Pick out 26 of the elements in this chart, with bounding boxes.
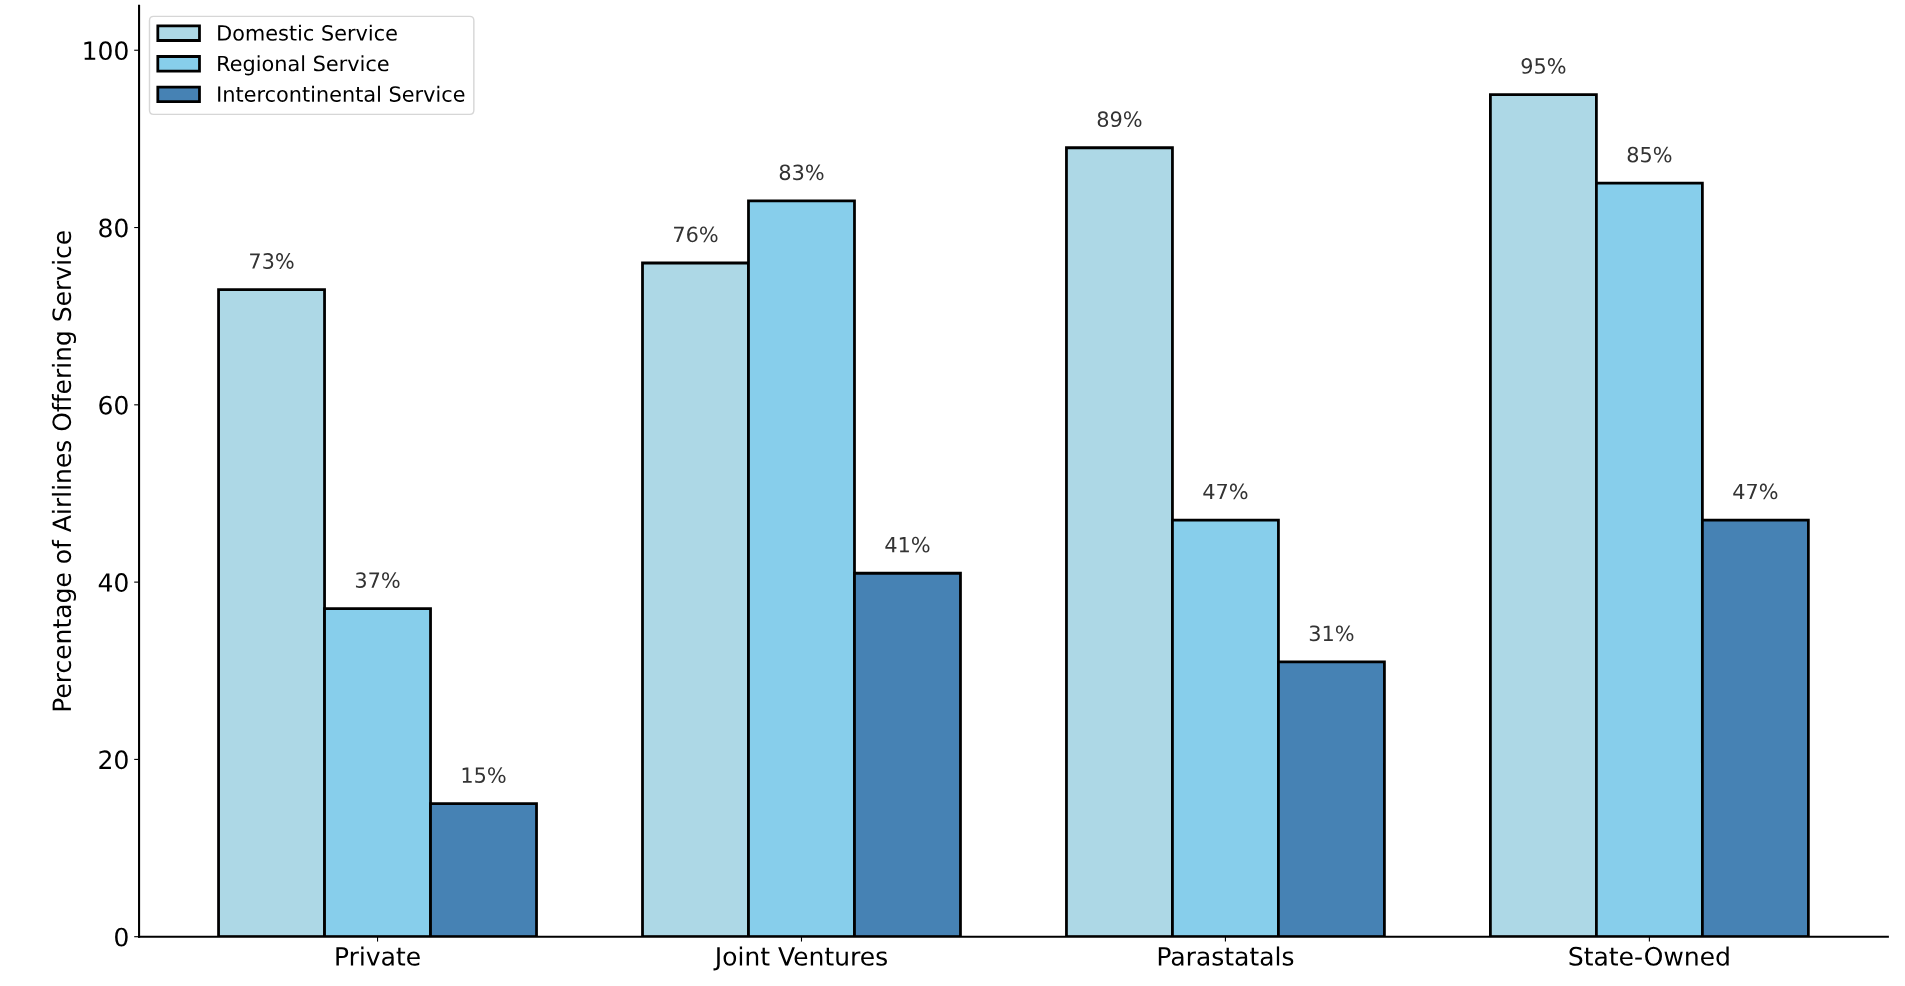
data-label: 73% bbox=[250, 253, 294, 269]
data-label: 15% bbox=[462, 767, 506, 784]
y-tick-label: 60 bbox=[99, 395, 128, 415]
x-tick-label: Private bbox=[336, 946, 420, 966]
y-tick-label: 0 bbox=[115, 927, 128, 947]
data-label: 47% bbox=[1203, 483, 1248, 500]
data-label: 83% bbox=[779, 164, 824, 181]
y-tick-label: 80 bbox=[99, 218, 128, 238]
data-label: 89% bbox=[1097, 111, 1142, 128]
legend-label: Regional Service bbox=[218, 55, 389, 76]
y-tick-label: 100 bbox=[84, 41, 128, 61]
y-tick-label: 40 bbox=[98, 573, 128, 592]
data-label: 47% bbox=[1733, 483, 1778, 500]
data-label: 37% bbox=[355, 572, 400, 589]
data-label: 95% bbox=[1521, 58, 1566, 74]
legend-label: Domestic Service bbox=[218, 24, 397, 41]
y-tick-label: 20 bbox=[99, 750, 128, 770]
data-label: 31% bbox=[1309, 625, 1354, 642]
x-tick-label: Parastatals bbox=[1158, 946, 1294, 966]
data-label: 76% bbox=[674, 226, 718, 243]
y-axis-title: Percentage of Airlines Offering Service bbox=[51, 231, 77, 711]
data-label: 85% bbox=[1627, 146, 1672, 163]
x-tick-label: State-Owned bbox=[1569, 946, 1729, 966]
legend-label: Intercontinental Service bbox=[218, 85, 465, 102]
data-label: 41% bbox=[885, 536, 930, 553]
x-tick-label: Joint Ventures bbox=[713, 946, 887, 971]
